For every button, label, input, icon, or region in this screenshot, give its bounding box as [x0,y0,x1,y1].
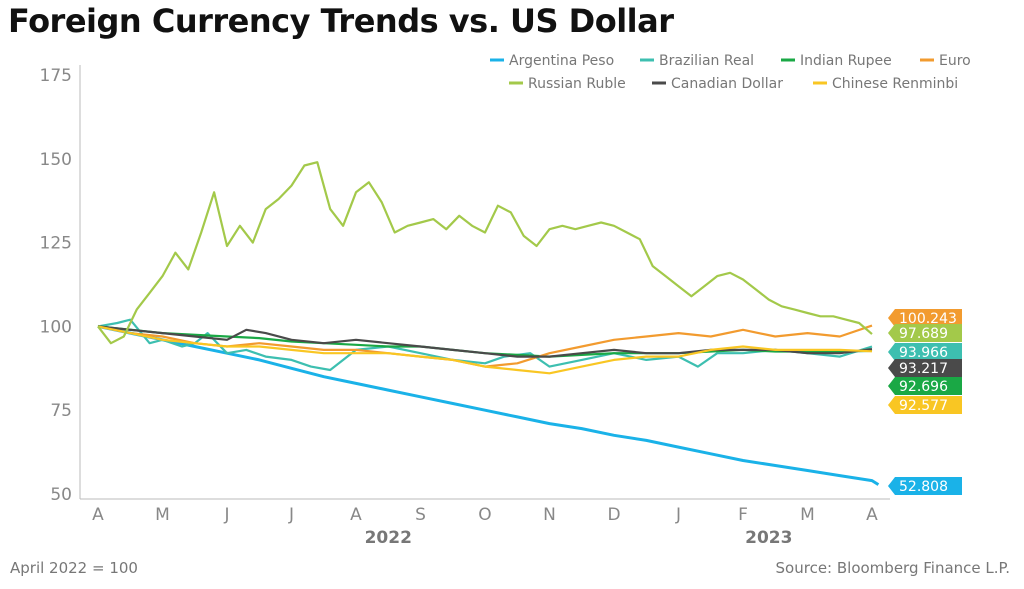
x-tick-label: F [738,505,748,525]
y-tick-label: 100 [40,317,72,337]
year-label: 2023 [745,528,792,548]
series-lines [97,161,880,486]
end-value-label: 93.217 [899,361,948,377]
x-tick-label: J [288,505,294,525]
x-tick-label: N [543,505,556,525]
end-value-label: 92.696 [899,379,948,395]
series-line-chinese-renminbi [97,325,873,375]
source-note: Source: Bloomberg Finance L.P. [775,559,1010,577]
legend: Argentina Peso Brazilian Real Indian Rupee… [490,53,971,92]
end-label-box [888,396,962,414]
end-value-label: 93.966 [899,345,948,361]
end-label-box [888,324,962,342]
series-line-russian-ruble [97,161,873,345]
x-tick-label: A [866,505,878,525]
legend-label: Argentina Peso [509,53,614,69]
x-tick-label: J [675,505,681,525]
end-value-label: 52.808 [899,479,948,495]
legend-label: Brazilian Real [659,53,754,69]
year-label: 2022 [365,528,412,548]
baseline-note: April 2022 = 100 [10,559,138,577]
x-tick-label: D [607,505,620,525]
x-tick-label: M [800,505,815,525]
y-tick-label: 175 [40,66,72,86]
y-tick-label: 150 [40,150,72,170]
end-label-box [888,359,962,377]
end-value-label: 97.689 [899,326,948,342]
end-value-label: 92.577 [899,398,948,414]
x-tick-label: O [478,505,491,525]
series-line-canadian-dollar [97,325,873,358]
end-label-box [888,309,962,327]
end-label-box [888,343,962,361]
legend-label: Chinese Renminbi [832,76,958,92]
series-line-brazilian-real [97,318,873,372]
chart-title: Foreign Currency Trends vs. US Dollar [8,2,674,40]
x-tick-label: J [223,505,229,525]
end-label-box [888,477,962,495]
x-tick-label: M [155,505,170,525]
x-tick-label: S [415,505,426,525]
end-value-label: 100.243 [899,311,957,327]
series-line-argentina-peso [97,324,880,486]
y-tick-label: 75 [50,401,72,421]
legend-label: Canadian Dollar [671,76,783,92]
legend-label: Indian Rupee [800,53,892,69]
y-tick-label: 125 [40,234,72,254]
y-tick-label: 50 [50,485,72,505]
x-tick-label: A [92,505,104,525]
end-label-box [888,377,962,395]
legend-label: Russian Ruble [528,76,626,92]
legend-label: Euro [939,53,971,69]
x-tick-label: A [350,505,362,525]
